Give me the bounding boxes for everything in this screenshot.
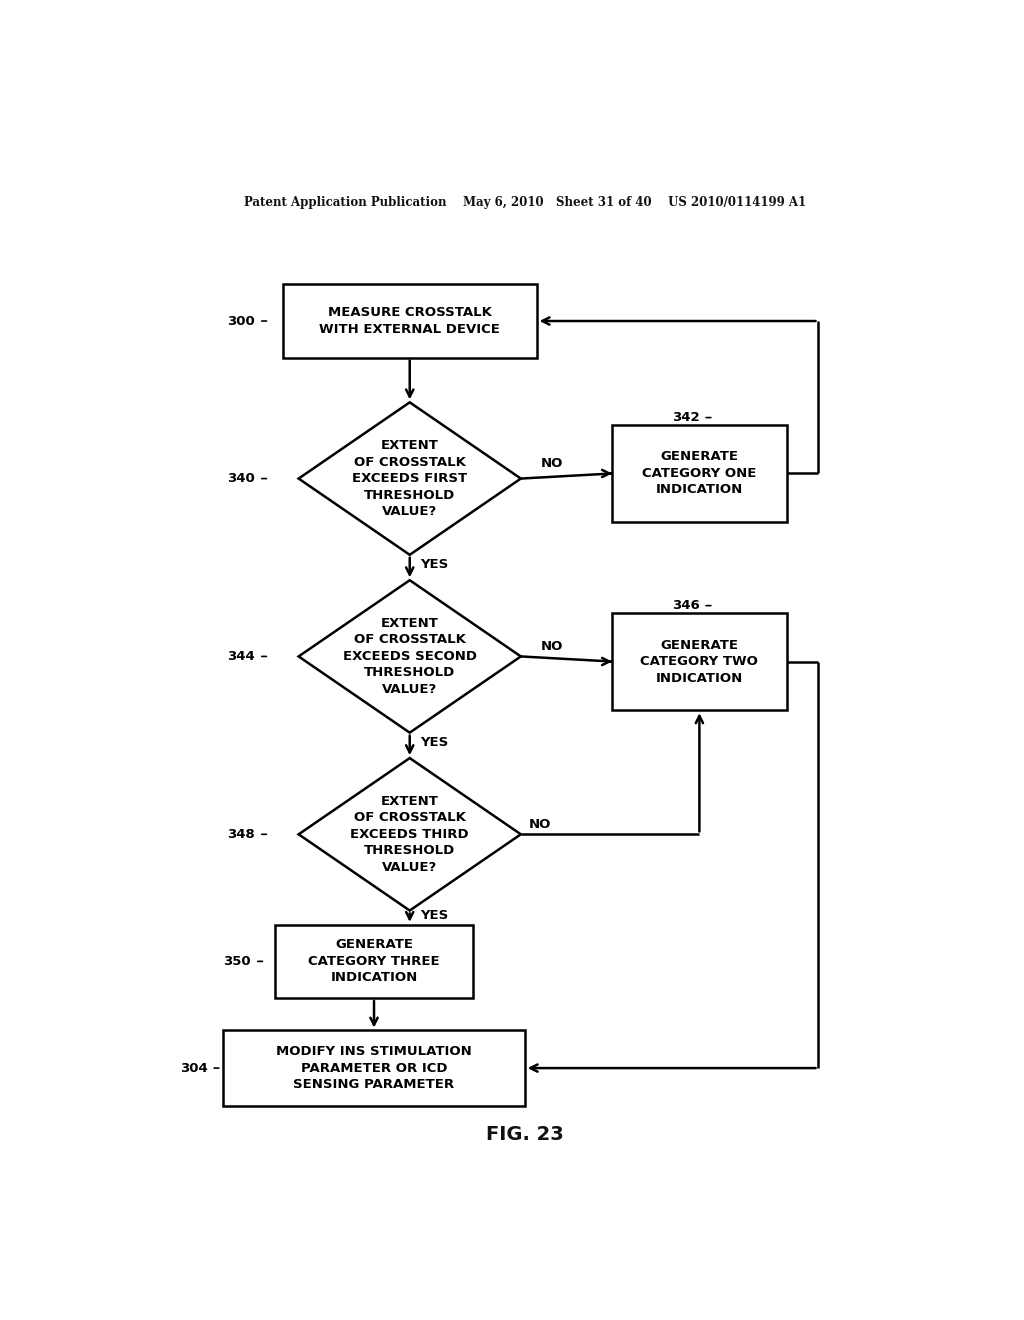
Text: EXTENT
OF CROSSTALK
EXCEEDS THIRD
THRESHOLD
VALUE?: EXTENT OF CROSSTALK EXCEEDS THIRD THRESH… (350, 795, 469, 874)
Text: GENERATE
CATEGORY ONE
INDICATION: GENERATE CATEGORY ONE INDICATION (642, 450, 757, 496)
Text: YES: YES (420, 737, 449, 750)
Text: 350: 350 (223, 954, 251, 968)
Text: 340: 340 (227, 473, 255, 484)
FancyBboxPatch shape (612, 614, 786, 710)
Text: YES: YES (420, 558, 449, 572)
Text: 304: 304 (179, 1061, 207, 1074)
Text: 342: 342 (672, 411, 699, 424)
Text: NO: NO (528, 817, 551, 830)
Text: 344: 344 (227, 649, 255, 663)
Text: GENERATE
CATEGORY TWO
INDICATION: GENERATE CATEGORY TWO INDICATION (640, 639, 759, 685)
FancyBboxPatch shape (223, 1030, 524, 1106)
Text: Patent Application Publication    May 6, 2010   Sheet 31 of 40    US 2010/011419: Patent Application Publication May 6, 20… (244, 195, 806, 209)
Text: MEASURE CROSSTALK
WITH EXTERNAL DEVICE: MEASURE CROSSTALK WITH EXTERNAL DEVICE (319, 306, 500, 335)
Polygon shape (299, 758, 521, 911)
Text: EXTENT
OF CROSSTALK
EXCEEDS FIRST
THRESHOLD
VALUE?: EXTENT OF CROSSTALK EXCEEDS FIRST THRESH… (352, 440, 467, 517)
Text: 346: 346 (672, 599, 699, 612)
FancyBboxPatch shape (612, 425, 786, 521)
Text: NO: NO (541, 640, 563, 653)
Text: 300: 300 (227, 314, 255, 327)
Text: GENERATE
CATEGORY THREE
INDICATION: GENERATE CATEGORY THREE INDICATION (308, 939, 440, 985)
Text: NO: NO (541, 457, 563, 470)
Text: 348: 348 (227, 828, 255, 841)
Text: FIG. 23: FIG. 23 (486, 1125, 563, 1143)
FancyBboxPatch shape (283, 284, 537, 358)
Text: MODIFY INS STIMULATION
PARAMETER OR ICD
SENSING PARAMETER: MODIFY INS STIMULATION PARAMETER OR ICD … (276, 1045, 472, 1092)
FancyBboxPatch shape (274, 925, 473, 998)
Polygon shape (299, 581, 521, 733)
Text: YES: YES (420, 909, 449, 923)
Text: EXTENT
OF CROSSTALK
EXCEEDS SECOND
THRESHOLD
VALUE?: EXTENT OF CROSSTALK EXCEEDS SECOND THRES… (343, 616, 477, 696)
Polygon shape (299, 403, 521, 554)
